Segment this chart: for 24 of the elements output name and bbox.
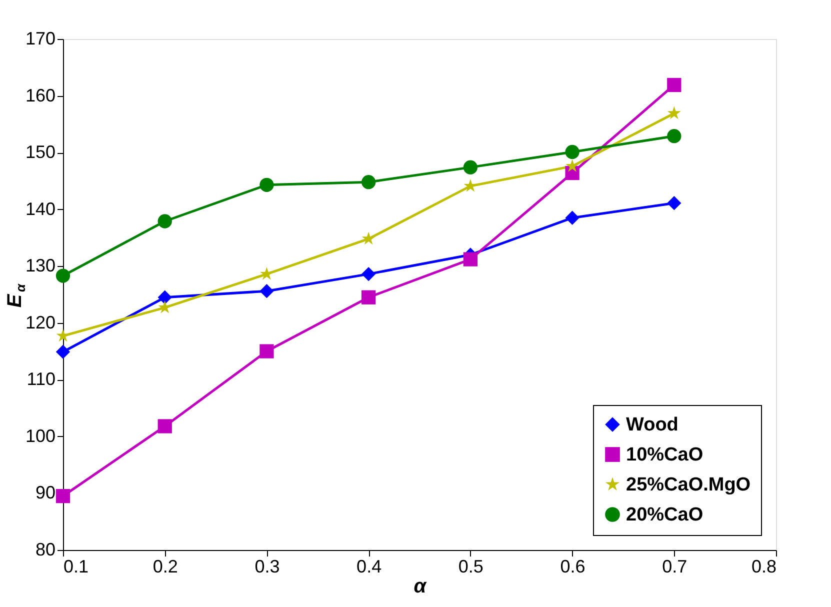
y-axis-title: Eα	[4, 283, 28, 308]
x-tick-label: 0.1	[64, 556, 89, 576]
y-tick-label: 120	[25, 312, 56, 332]
x-tick-label: 0.5	[458, 556, 484, 576]
y-tick-label: 170	[25, 28, 56, 48]
x-tick-label: 0.7	[662, 556, 688, 576]
x-tick-label: 0.2	[152, 556, 178, 576]
y-tick-label: 80	[35, 540, 56, 560]
x-tick-label: 0.8	[751, 556, 776, 576]
legend-label: 10%CaO	[626, 444, 704, 466]
y-tick-label: 160	[25, 85, 56, 106]
x-axis-title: α	[414, 576, 428, 598]
y-tick-label: 130	[25, 256, 56, 276]
x-tick-label: 0.6	[560, 556, 586, 576]
x-tick-label: 0.3	[254, 556, 280, 576]
y-tick-label: 110	[26, 369, 56, 390]
y-tick-label: 100	[25, 426, 56, 446]
x-tick-label: 0.4	[356, 556, 382, 576]
legend-label: Wood	[626, 414, 678, 436]
legend-label: 20%CaO	[626, 504, 704, 526]
y-tick-label: 150	[25, 142, 56, 162]
legend-label: 25%CaO.MgO	[626, 474, 751, 496]
y-tick-label: 140	[25, 198, 56, 219]
y-tick-label: 90	[35, 482, 56, 503]
